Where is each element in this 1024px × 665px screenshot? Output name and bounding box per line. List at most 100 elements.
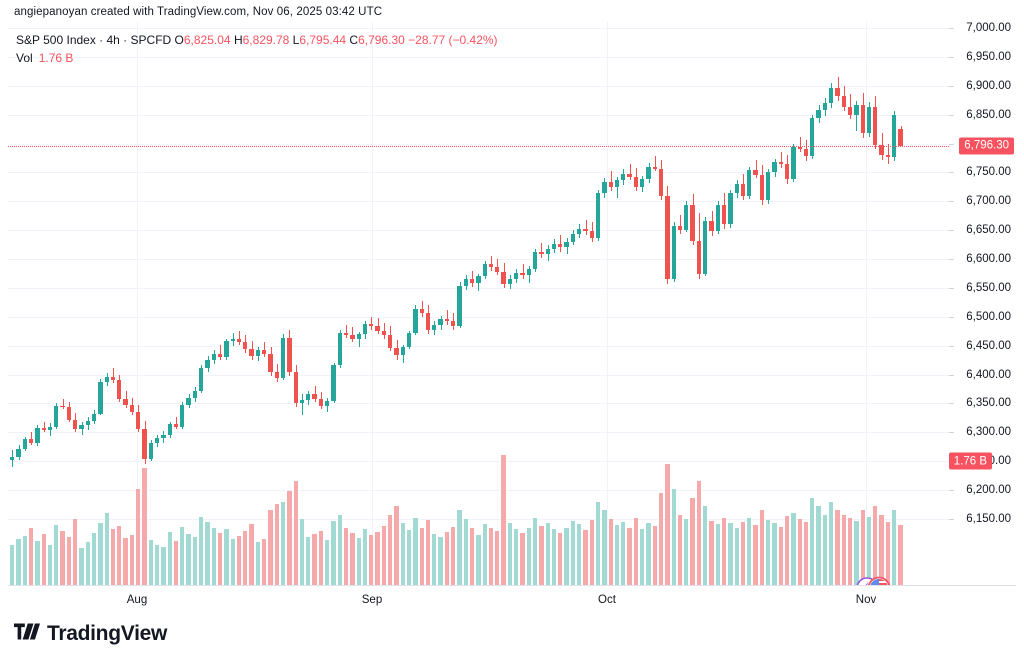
volume-bar [73,518,78,585]
candle-wick [421,300,423,317]
candle-body [709,220,714,232]
volume-bar [469,528,475,585]
candle-wick [264,342,266,358]
candle-body [690,204,695,241]
legend-close-label: C [349,33,359,47]
volume-bar [784,516,790,585]
candle-body [154,438,160,443]
volume-bar [148,540,153,585]
volume-bar [476,535,481,585]
time-scale[interactable]: Aug Sep Oct Nov [8,585,1016,618]
volume-bar [425,519,431,585]
candle-body [658,168,664,196]
candle-body [356,334,361,339]
candle-body [564,241,569,248]
price-tick-label: 6,500.00 [966,310,1011,323]
volume-bar [167,531,172,585]
price-tick-label: 6,350.00 [966,397,1011,410]
candle-body [41,427,46,431]
volume-bar [892,510,897,585]
candle-body [608,181,613,188]
volume-bar [841,514,846,585]
legend-symbol[interactable]: S&P 500 Index · 4h · SPCFD [16,33,172,47]
candle-body [142,428,147,459]
legend-volume-label[interactable]: Vol [16,51,33,65]
legend-ohlc-row: S&P 500 Index · 4h · SPCFD O6,825.04 H6,… [16,32,498,49]
price-tick-mark [949,230,954,232]
last-price-badge: 6,796.30 [959,137,1014,155]
attribution-text: angiepanoyan created with TradingView.co… [14,6,383,18]
volume-bar [205,522,210,585]
volume-bar [123,538,128,585]
candle-body [488,263,494,268]
candle-body [438,319,443,325]
candle-body [54,405,59,427]
volume-bar [79,547,84,585]
volume-bar [337,514,342,585]
candle-body [885,155,891,158]
candle-body [829,88,834,104]
volume-bar [740,521,746,585]
volume-bar [211,527,216,585]
candle-body [822,103,828,111]
volume-bar [362,529,368,585]
candle-body [425,313,431,330]
candle-body [104,376,109,382]
candle-body [123,398,128,405]
candle-body [400,346,405,355]
candle-body [847,106,853,115]
candle-body [85,420,90,426]
candle-body [161,434,166,439]
candle-body [236,338,242,343]
volume-bar [356,537,361,585]
volume-bar [236,536,242,585]
grid-line-horizontal [8,28,949,29]
chart-legend: S&P 500 Index · 4h · SPCFD O6,825.04 H6,… [16,32,498,67]
volume-bar [514,529,519,585]
volume-bar [766,519,771,585]
candle-body [583,229,588,232]
candle-body [274,372,279,379]
candle-body [192,390,198,398]
volume-bar [671,489,676,585]
volume-bar [457,510,462,585]
price-tick-label: 6,550.00 [966,281,1011,294]
volume-bar [262,538,267,585]
economic-event-marker-us[interactable] [854,575,894,585]
price-tick-mark [949,519,954,520]
volume-bar [640,529,645,585]
candle-body [892,114,897,158]
candle-body [526,269,531,276]
volume-bar [734,527,739,585]
volume-bar [192,536,198,585]
candle-wick [654,156,656,172]
candle-body [854,105,859,115]
candle-body [394,348,399,355]
volume-bar [791,512,796,585]
volume-bar [803,522,809,585]
volume-bar [501,455,506,585]
price-tick-label: 6,150.00 [966,513,1011,525]
volume-bar [595,501,601,585]
price-tick-mark [949,403,954,405]
candle-wick [113,367,114,383]
volume-bar [451,526,456,585]
candle-body [539,252,544,255]
candle-body [375,326,380,331]
candle-body [224,341,229,358]
tradingview-mark-icon [14,623,40,645]
candle-body [577,229,582,234]
volume-bar [249,524,254,585]
candle-wick [377,317,379,335]
candle-body [835,88,840,97]
volume-bar [394,506,399,585]
time-tick-label: Aug [126,594,148,606]
price-tick-label: 6,600.00 [966,253,1011,266]
volume-bar [287,491,292,585]
price-scale[interactable]: 7,000.006,950.006,900.006,850.006,800.00… [948,22,1016,585]
candle-body [230,338,235,342]
volume-bar [797,518,802,585]
candle-body [507,278,513,285]
chart-plot-area[interactable] [8,22,949,585]
grid-line-horizontal [8,490,949,492]
